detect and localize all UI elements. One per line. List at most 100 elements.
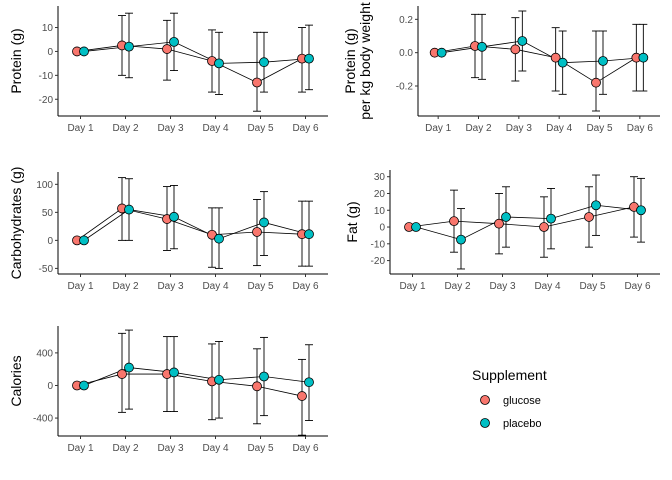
y-tick-label: -10 <box>39 71 54 82</box>
series-placebo <box>83 12 313 95</box>
data-point-glucose <box>252 381 262 392</box>
data-point-placebo <box>517 36 528 46</box>
x-tick-label: Day 3 <box>489 281 516 292</box>
y-tick-label: 100 <box>36 180 53 191</box>
y-tick-label: 0 <box>47 236 53 247</box>
series-placebo <box>441 10 648 95</box>
x-tick-label: Day 4 <box>202 281 229 292</box>
y-tick-label: -20 <box>39 95 54 106</box>
x-tick-label: Day 3 <box>157 443 184 454</box>
x-tick-label: Day 1 <box>67 123 94 134</box>
y-axis-title: Fat (g) <box>344 201 360 242</box>
data-point-placebo <box>259 217 269 228</box>
data-point-placebo <box>124 362 134 373</box>
data-point-glucose <box>252 227 262 237</box>
y-tick-label: 0.2 <box>399 15 413 26</box>
data-point-placebo <box>214 374 224 385</box>
series-line-placebo <box>415 204 642 241</box>
y-axis-title: Carbohydrates (g) <box>8 167 24 280</box>
series-line-glucose <box>408 206 635 228</box>
y-axis-title-line: Fat (g) <box>344 201 360 242</box>
x-tick-label: Day 3 <box>157 281 184 292</box>
data-point-placebo <box>79 235 89 246</box>
y-tick-label: 30 <box>374 172 386 183</box>
x-tick-label: Day 2 <box>444 281 471 292</box>
y-axis-title: Protein (g)per kg body weight <box>342 2 373 120</box>
x-tick-label: Day 3 <box>506 123 533 134</box>
data-point-placebo <box>79 46 89 57</box>
y-axis-title-line: Protein (g) <box>342 28 358 93</box>
data-point-placebo <box>636 205 646 216</box>
data-point-glucose <box>591 77 601 88</box>
x-tick-label: Day 1 <box>67 281 94 292</box>
data-point-glucose <box>550 52 561 63</box>
y-tick-label: 400 <box>36 348 53 359</box>
panels: -20 -10 0 10 Day 1 Day 2 Day 3 Day 4 Day 5 Day 6 P… <box>8 2 660 454</box>
data-point-glucose <box>162 44 172 54</box>
y-tick-label: -50 <box>39 264 54 275</box>
series-placebo <box>83 178 313 269</box>
x-tick-label: Day 3 <box>157 123 184 134</box>
series-line-placebo <box>83 209 310 241</box>
series-glucose <box>76 15 306 112</box>
data-point-placebo <box>546 213 556 224</box>
y-axis-title: Protein (g) <box>8 28 24 93</box>
x-tick-label: Day 4 <box>546 123 573 134</box>
data-point-placebo <box>411 222 421 232</box>
legend-label-glucose: glucose <box>503 395 541 407</box>
y-axis-title-line: Carbohydrates (g) <box>8 167 24 280</box>
panel-5: -400 0 400 Day 1 Day 2 Day 3 Day 4 Day 5 Day 6 Ca… <box>8 326 328 454</box>
legend-key-placebo <box>480 418 490 428</box>
legend-label-placebo: placebo <box>503 418 542 430</box>
series-line-placebo <box>83 367 310 386</box>
x-tick-label: Day 5 <box>579 281 606 292</box>
legend-key-glucose <box>480 395 490 405</box>
legend: Supplement glucose placebo <box>472 367 547 430</box>
y-tick-label: 10 <box>42 23 54 34</box>
x-tick-label: Day 6 <box>624 281 651 292</box>
y-tick-label: -400 <box>33 414 53 425</box>
y-axis-title-line: Protein (g) <box>8 28 24 93</box>
data-point-placebo <box>169 36 179 47</box>
data-point-placebo <box>304 229 314 240</box>
x-tick-label: Day 4 <box>534 281 561 292</box>
y-tick-label: -20 <box>371 256 386 267</box>
data-point-placebo <box>169 367 179 378</box>
y-tick-label: 10 <box>374 206 386 217</box>
data-point-placebo <box>304 53 314 64</box>
data-point-placebo <box>79 380 89 391</box>
x-tick-label: Day 5 <box>247 443 274 454</box>
series-glucose <box>434 13 641 112</box>
y-tick-label: 50 <box>42 208 54 219</box>
y-tick-label: -0.2 <box>396 82 414 93</box>
x-tick-label: Day 5 <box>247 281 274 292</box>
x-tick-label: Day 4 <box>202 123 229 134</box>
panel-3: -50 0 50 100 Day 1 Day 2 Day 3 Day 4 Day 5 Day 6 C… <box>8 167 328 292</box>
x-tick-label: Day 5 <box>247 123 274 134</box>
y-tick-label: 0.0 <box>399 48 413 59</box>
x-tick-label: Day 6 <box>292 123 319 134</box>
series-line-glucose <box>76 373 303 397</box>
series-line-glucose <box>76 45 303 83</box>
y-axis-title-line: Calories <box>8 355 24 406</box>
panel-1: -20 -10 0 10 Day 1 Day 2 Day 3 Day 4 Day 5 Day 6 P… <box>8 6 328 134</box>
error-bar <box>253 31 261 112</box>
data-point-glucose <box>584 212 594 222</box>
x-tick-label: Day 2 <box>112 443 139 454</box>
data-point-placebo <box>169 211 179 222</box>
data-point-glucose <box>494 218 504 229</box>
error-bar <box>592 30 600 112</box>
x-tick-label: Day 1 <box>399 281 426 292</box>
data-point-placebo <box>214 233 224 244</box>
y-tick-label: -10 <box>371 239 386 250</box>
data-point-placebo <box>124 41 134 52</box>
data-point-placebo <box>436 47 447 58</box>
x-tick-label: Day 2 <box>465 123 492 134</box>
x-tick-label: Day 1 <box>425 123 452 134</box>
x-tick-label: Day 2 <box>112 123 139 134</box>
data-point-placebo <box>304 377 314 388</box>
data-point-glucose <box>449 216 459 227</box>
data-point-placebo <box>259 57 269 68</box>
series-line-glucose <box>76 207 303 241</box>
